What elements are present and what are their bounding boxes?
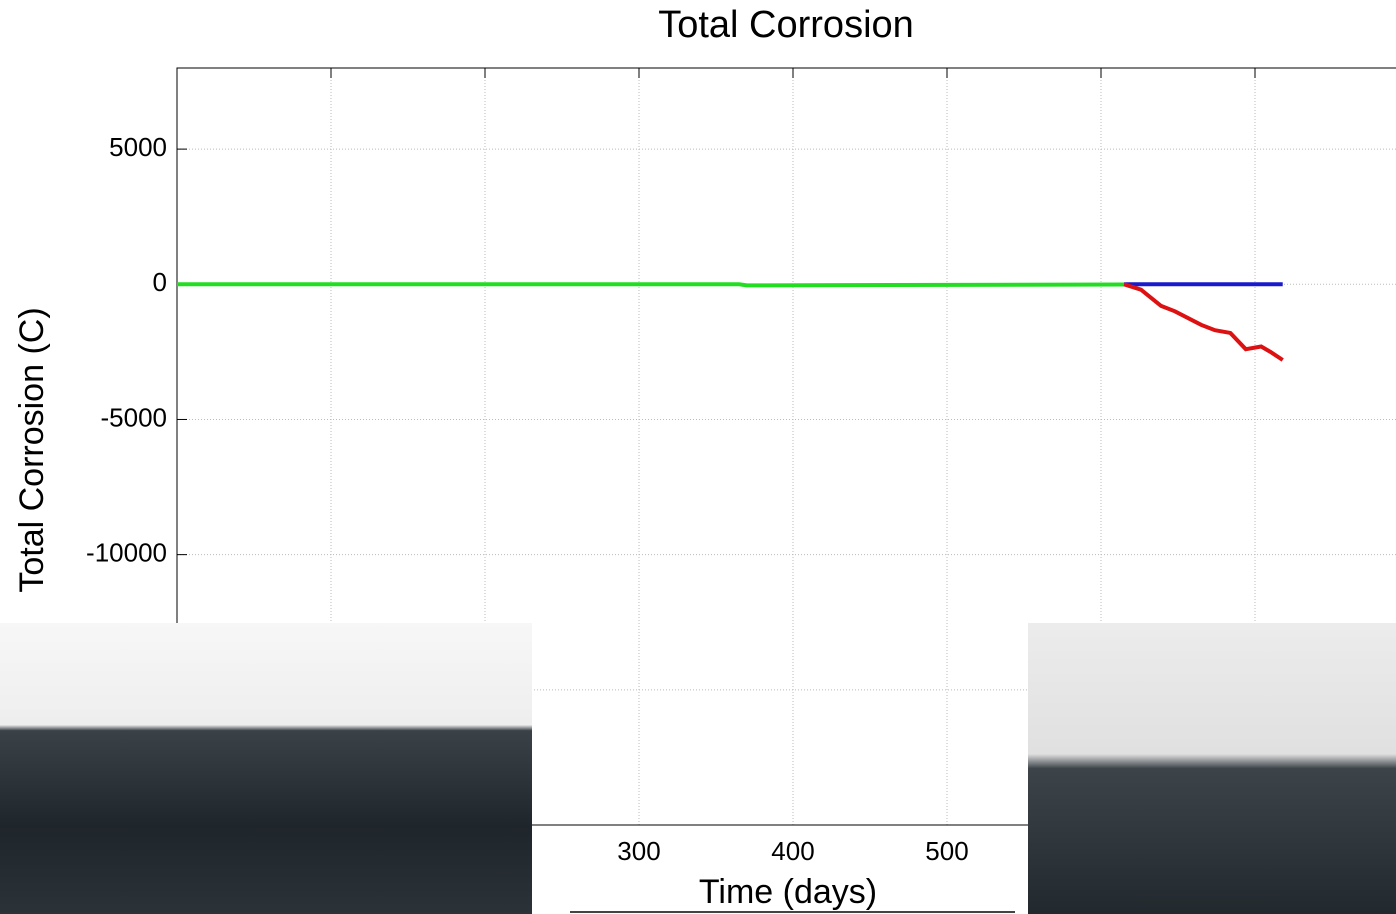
page: Total Corrosion Time (days) Total Corros… bbox=[0, 0, 1396, 914]
y-tick-label: -10000 bbox=[86, 538, 167, 568]
y-tick-label: 5000 bbox=[109, 132, 167, 162]
y-tick-label: -5000 bbox=[101, 402, 168, 432]
series-line bbox=[177, 284, 1124, 285]
photo-right bbox=[1028, 623, 1396, 914]
y-tick-label: 0 bbox=[153, 267, 167, 297]
x-tick-label: 400 bbox=[771, 836, 814, 866]
photo-left bbox=[0, 623, 532, 914]
chart-title: Total Corrosion bbox=[658, 4, 914, 46]
x-tick-label: 300 bbox=[617, 836, 660, 866]
y-axis-label: Total Corrosion (C) bbox=[13, 307, 51, 592]
chart: Total Corrosion Time (days) Total Corros… bbox=[0, 0, 1396, 914]
x-axis-label: Time (days) bbox=[699, 873, 877, 911]
x-tick-label: 500 bbox=[925, 836, 968, 866]
